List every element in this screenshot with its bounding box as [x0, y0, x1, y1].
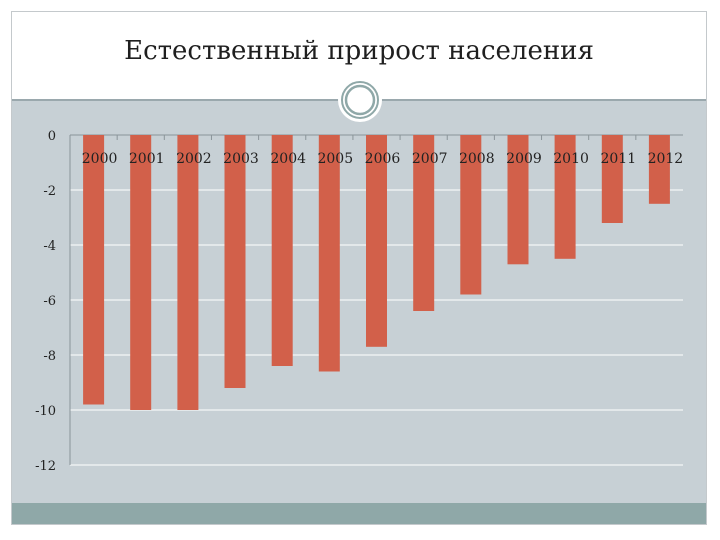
x-category-label: 2004: [270, 151, 306, 167]
y-tick-label: -6: [43, 294, 56, 309]
y-tick-label: 0: [48, 129, 56, 144]
bar: [413, 135, 435, 311]
y-tick-label: -10: [35, 404, 56, 419]
x-category-label: 2003: [223, 151, 259, 167]
y-tick-label: -8: [43, 349, 56, 364]
bar: [271, 135, 293, 366]
bar: [177, 135, 199, 410]
x-category-label: 2012: [648, 151, 684, 167]
y-tick-label: -4: [43, 239, 56, 254]
bar: [130, 135, 152, 410]
bar: [460, 135, 482, 295]
bar: [554, 135, 576, 259]
y-tick-label: -2: [43, 184, 56, 199]
x-category-label: 2000: [82, 151, 118, 167]
bar: [366, 135, 387, 347]
chart-area: [12, 101, 706, 503]
bar: [507, 135, 529, 265]
circle-ornament-icon: [338, 78, 382, 122]
bar: [83, 135, 105, 405]
x-category-label: 2011: [600, 151, 636, 167]
bottom-band: [12, 503, 706, 524]
x-category-label: 2010: [553, 151, 589, 167]
y-tick-label: -12: [35, 459, 56, 474]
x-category-label: 2005: [317, 151, 353, 167]
bar: [318, 135, 340, 372]
bar: [224, 135, 246, 388]
x-category-label: 2002: [176, 151, 212, 167]
x-category-label: 2006: [365, 151, 401, 167]
slide-title: Естественный прирост населения: [124, 36, 594, 66]
bar: [601, 135, 623, 223]
x-category-label: 2008: [459, 151, 495, 167]
bar: [648, 135, 670, 204]
x-category-label: 2001: [129, 151, 165, 167]
x-category-label: 2007: [412, 151, 448, 167]
x-category-label: 2009: [506, 151, 542, 167]
